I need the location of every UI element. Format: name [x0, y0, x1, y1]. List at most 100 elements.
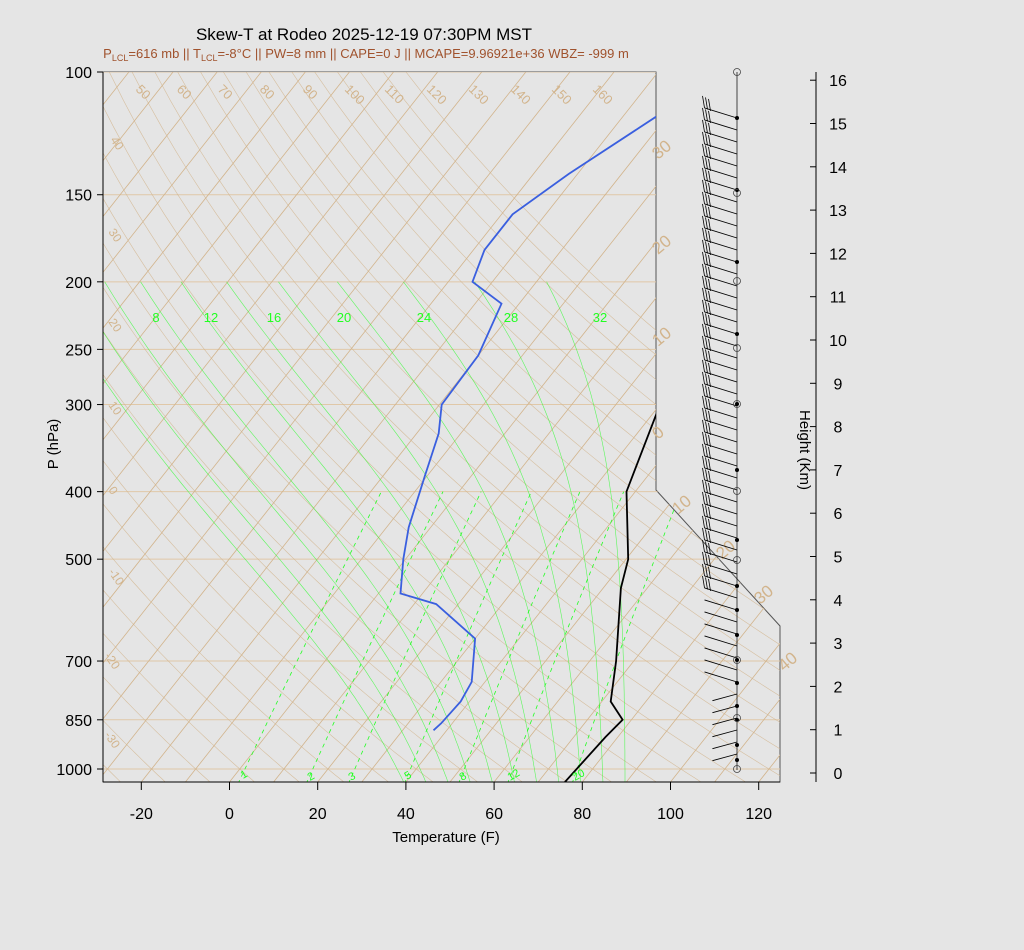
isotherm-line: [103, 72, 271, 782]
wind-barb-feather: [702, 335, 705, 349]
wind-barb-feather: [708, 266, 711, 280]
wind-barb-feather: [702, 251, 705, 265]
wind-barb-feather: [705, 313, 708, 326]
wind-barb-feather: [705, 493, 708, 506]
wind-barb-feather: [708, 98, 711, 112]
height-tick-label: 2: [834, 679, 843, 696]
dry-adiabat-line: [271, 72, 780, 782]
wind-barb: [712, 729, 738, 738]
wind-barb-feather: [708, 326, 711, 340]
dry-adiabat-line: [103, 72, 455, 782]
dry-adiabat-line: [160, 72, 780, 782]
wind-barb-feather: [705, 565, 708, 578]
y-tick-label: 500: [65, 552, 92, 569]
wind-barb-feather: [702, 191, 705, 205]
wind-barb-feather: [708, 110, 711, 124]
wind-barb: [712, 753, 738, 762]
mixing-ratio-labels: 8 12 16 20 24 28 321 2 3 5 8 12 20: [152, 310, 607, 784]
wind-barb-feather: [702, 203, 705, 217]
isotherm-line: [103, 72, 536, 782]
dry-adiabat-line: [182, 72, 780, 782]
height-axis-label: Height (Km): [796, 410, 813, 490]
dewpoint-line: [399, 115, 656, 731]
wind-barb-feather: [702, 431, 705, 445]
wind-barb-feather: [702, 347, 705, 361]
wind-barb-feather: [705, 349, 708, 362]
wind-barb-feather: [708, 494, 711, 508]
dry-adiabat-line: [315, 72, 780, 782]
x-axis: -20 0 20 40 60 80 100 120: [103, 781, 780, 823]
wind-barb-feather: [705, 541, 708, 554]
wind-dot: [735, 332, 739, 336]
height-tick-label: 1: [834, 723, 843, 740]
height-tick-label: 16: [829, 73, 847, 90]
wind-barb-feather: [705, 445, 708, 458]
wind-dot: [735, 681, 739, 685]
wind-dot: [735, 658, 739, 662]
wind-barb-feather: [702, 563, 705, 577]
wind-barb-feather: [702, 539, 705, 553]
wind-dot: [735, 758, 739, 762]
wind-barb-feather: [702, 263, 705, 277]
isotherm-line: [525, 72, 780, 782]
wind-barb-feather: [702, 215, 705, 229]
wind-barb-feather: [702, 179, 705, 193]
wind-barb-feather: [702, 143, 705, 157]
wind-barb-feather: [705, 277, 708, 290]
wind-barb-feather: [702, 107, 705, 121]
wind-barb-feather: [708, 230, 711, 244]
mixing-ratio-bottom-label: 5: [403, 769, 414, 782]
wind-barb-feather: [702, 299, 705, 313]
isotherm-line: [103, 72, 359, 782]
wind-barb-feather: [702, 551, 705, 565]
wind-dot: [735, 633, 739, 637]
mixing-ratio-line: [348, 491, 482, 782]
height-tick-label: 3: [834, 636, 843, 653]
wind-barb-feather: [702, 371, 705, 385]
height-tick-label: 11: [830, 290, 847, 307]
wind-barb-feather: [702, 119, 705, 133]
temperature-line: [563, 412, 656, 782]
wind-dot: [735, 538, 739, 542]
y-tick-label: 1000: [56, 762, 92, 779]
wind-barb-feather: [708, 218, 711, 232]
wind-barb-feather: [705, 133, 708, 146]
mixing-ratio-label: 8: [152, 310, 159, 325]
wind-barb-feather: [705, 433, 708, 446]
dry-adiabat-line: [103, 72, 636, 782]
wind-barb-feather: [702, 467, 705, 481]
wind-barb-feather: [702, 491, 705, 505]
calm-circle: [733, 656, 741, 664]
dry-adiabat-line: [103, 72, 546, 782]
wind-barb-feather: [708, 194, 711, 208]
x-tick-label: 60: [485, 806, 503, 823]
wind-barb-feather: [702, 287, 705, 301]
background-lines: [103, 72, 780, 782]
isotherm-line: [103, 72, 580, 782]
wind-dot: [735, 402, 739, 406]
wind-dot: [735, 260, 739, 264]
height-tick-label: 12: [829, 246, 847, 263]
wind-dot: [735, 704, 739, 708]
isotherm-line: [103, 72, 492, 782]
y-tick-label: 200: [65, 275, 92, 292]
wind-barb: [704, 611, 738, 623]
mixing-ratio-bottom-label: 8: [458, 770, 469, 783]
wind-barb-feather: [705, 337, 708, 350]
dry-adiabat-line: [249, 72, 780, 782]
moist-adiabat-line: [337, 281, 560, 782]
wind-barb-feather: [708, 254, 711, 268]
height-tick-label: 7: [834, 463, 843, 480]
mixing-ratio-bottom-label: 1: [239, 768, 250, 781]
wind-barb: [704, 623, 738, 635]
wind-barb: [712, 741, 738, 750]
dry-adiabat-line: [103, 72, 364, 782]
x-tick-label: 40: [397, 806, 415, 823]
wind-barb-feather: [705, 361, 708, 374]
wind-barb-feather: [705, 553, 708, 566]
wind-barb: [712, 693, 738, 702]
wind-barb-feather: [705, 469, 708, 482]
dry-adiabat-line: [103, 72, 319, 782]
